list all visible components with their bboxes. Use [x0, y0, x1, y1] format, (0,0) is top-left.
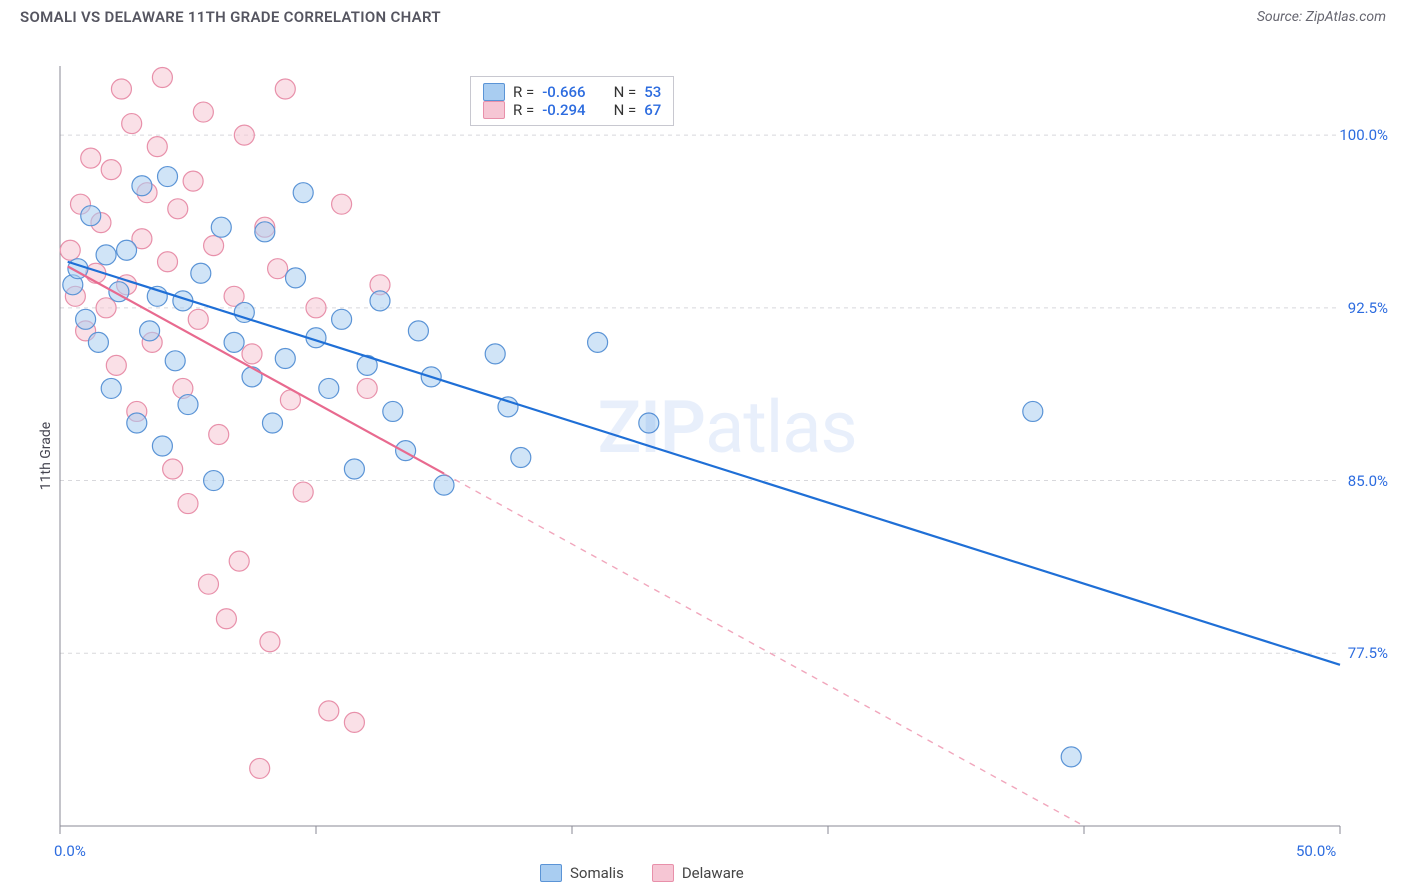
chart-header: SOMALI VS DELAWARE 11TH GRADE CORRELATIO… [0, 0, 1406, 26]
chart-title: SOMALI VS DELAWARE 11TH GRADE CORRELATIO… [20, 8, 441, 26]
n-value: 53 [644, 83, 661, 101]
y-tick-label: 100.0% [1339, 126, 1388, 144]
legend-row: R = -0.294 N = 67 [483, 101, 661, 119]
y-tick-label: 85.0% [1348, 472, 1388, 490]
legend-swatch [652, 864, 674, 882]
r-label: R = [513, 83, 534, 101]
chart-container: 11th Grade ZIPatlas R =-0.666N =53R =-0.… [0, 26, 1406, 886]
r-value: -0.294 [542, 101, 585, 119]
source-label: Source: ZipAtlas.com [1257, 9, 1386, 25]
r-label: R = [513, 101, 534, 119]
legend-row: R = -0.666 N = 53 [483, 83, 661, 101]
legend-swatch [540, 864, 562, 882]
y-tick-label: 92.5% [1348, 299, 1388, 317]
series-legend: Somalis Delaware [540, 864, 744, 882]
x-tick-label: 50.0% [1296, 842, 1336, 860]
legend-swatch [483, 83, 505, 101]
n-label: N = [614, 101, 637, 119]
n-value: 67 [644, 101, 661, 119]
r-value: -0.666 [542, 83, 585, 101]
correlation-legend: R = -0.666 N = 53 R = -0.294 N = 67 [470, 76, 674, 126]
legend-label: Somalis [570, 864, 624, 882]
legend-item: Delaware [652, 864, 744, 882]
y-tick-label: 77.5% [1348, 644, 1388, 662]
legend-swatch [483, 101, 505, 119]
n-label: N = [614, 83, 637, 101]
x-tick-label: 0.0% [54, 842, 86, 860]
legend-label: Delaware [682, 864, 744, 882]
legend-item: Somalis [540, 864, 624, 882]
scatter-chart [0, 26, 1406, 886]
